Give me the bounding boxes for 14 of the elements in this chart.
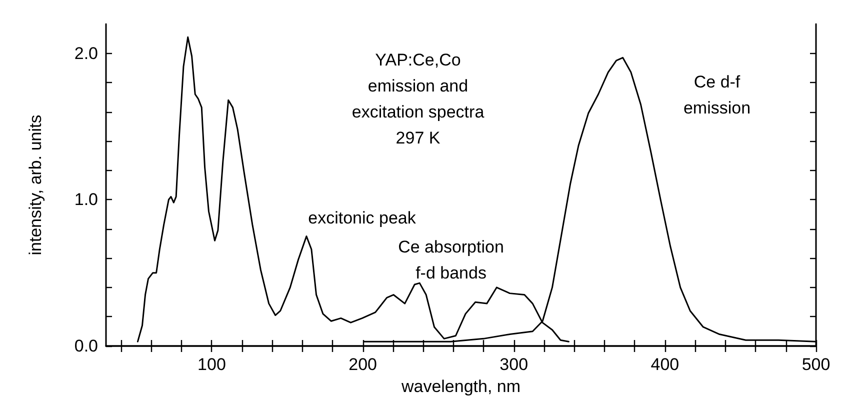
x-tick-label: 300 [500, 355, 528, 374]
y-tick-label: 0.0 [74, 336, 98, 356]
x-tick-label: 100 [198, 355, 226, 374]
y-axis-title: intensity, arb. units [26, 114, 45, 256]
x-tick-label: 200 [348, 355, 377, 374]
annotation: Ce absorption f-d bands [398, 238, 504, 282]
y-tick-label: 1.0 [74, 190, 98, 210]
x-axis-title: wavelength, nm [400, 376, 521, 396]
annotation: YAP:Ce,Co emission and excitation spectra 297 K [352, 50, 485, 148]
annotation: Ce d-f emission [683, 72, 751, 118]
y-tick-label: 2.0 [74, 44, 98, 63]
annotation: excitonic peak [308, 208, 416, 228]
x-tick-label: 500 [802, 355, 830, 374]
x-tick-label: 400 [650, 355, 680, 374]
